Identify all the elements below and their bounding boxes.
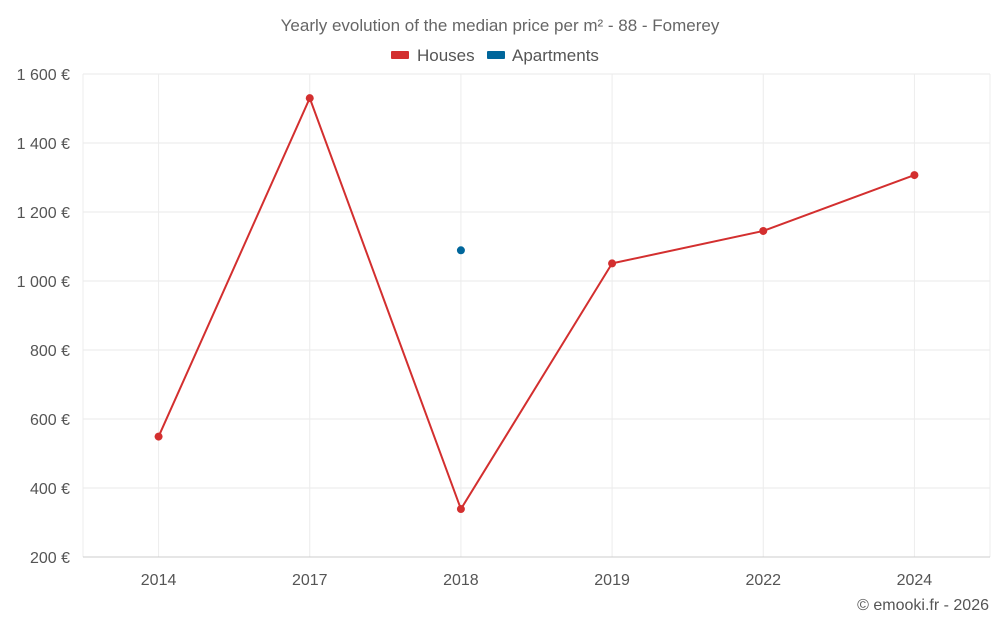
y-tick-label: 400 €: [30, 481, 70, 498]
grid: [82, 73, 991, 557]
y-tick-label: 600 €: [30, 412, 70, 429]
data-point-houses-2024[interactable]: [910, 171, 919, 180]
legend-swatch-houses: [391, 51, 409, 59]
legend-label-houses: Houses: [417, 46, 475, 65]
y-tick-label: 1 200 €: [17, 205, 70, 222]
y-tick-label: 1 600 €: [17, 67, 70, 84]
x-tick-label: 2017: [292, 572, 328, 589]
series-line-houses: [157, 97, 915, 511]
legend-swatch-apartments: [487, 51, 505, 59]
axes: 200 € 400 € 600 € 800 € 1 000 € 1 200 € 1 400 …: [17, 67, 990, 589]
legend: Houses Apartments: [391, 46, 599, 65]
data-point-houses-2014[interactable]: [154, 432, 163, 441]
credit-text: © emooki.fr - 2026: [857, 597, 989, 614]
x-tick-label: 2022: [745, 572, 781, 589]
x-tick-label: 2018: [443, 572, 479, 589]
x-tick-label: 2014: [141, 572, 177, 589]
legend-label-apartments: Apartments: [512, 46, 599, 65]
x-tick-label: 2024: [897, 572, 933, 589]
legend-item-apartments[interactable]: Apartments: [487, 46, 599, 65]
data-point-houses-2022[interactable]: [759, 226, 768, 235]
y-tick-label: 200 €: [30, 550, 70, 567]
y-tick-label: 800 €: [30, 343, 70, 360]
data-point-houses-2017[interactable]: [305, 94, 314, 103]
y-tick-label: 1 400 €: [17, 136, 70, 153]
data-point-apartments-2018[interactable]: [456, 246, 465, 255]
series-layer: [154, 94, 919, 514]
x-tick-label: 2019: [594, 572, 630, 589]
data-point-houses-2018[interactable]: [456, 505, 465, 514]
legend-item-houses[interactable]: Houses: [391, 46, 475, 65]
y-tick-label: 1 000 €: [17, 274, 70, 291]
data-point-houses-2019[interactable]: [608, 259, 617, 268]
chart-title: Yearly evolution of the median price per…: [281, 16, 720, 35]
